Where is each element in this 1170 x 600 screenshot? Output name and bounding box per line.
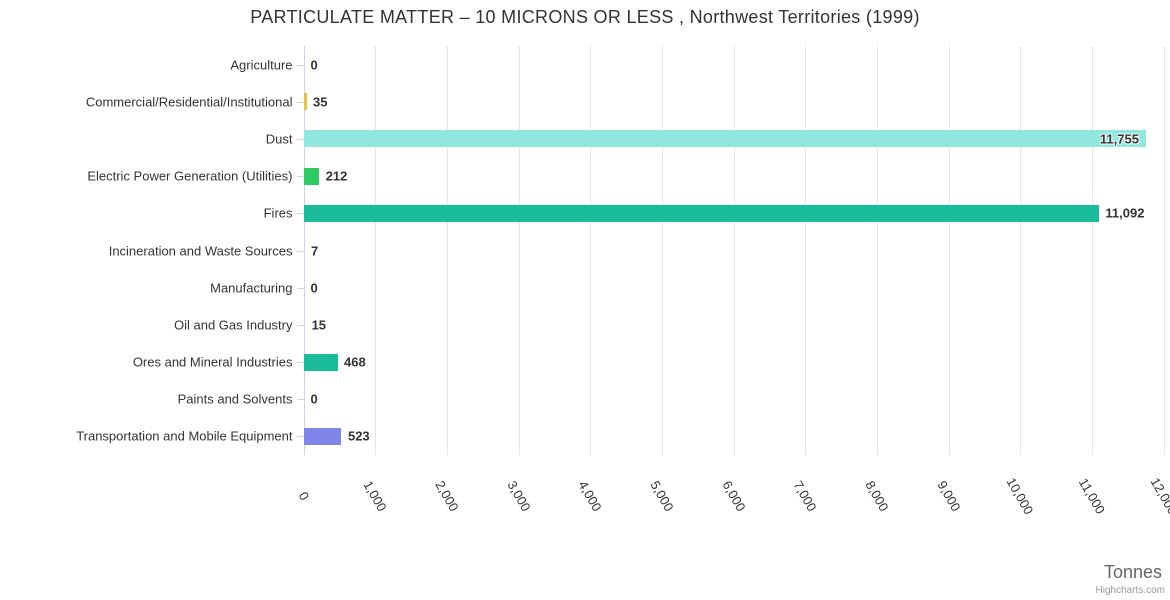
gridline xyxy=(1091,46,1093,455)
gridline xyxy=(518,46,520,455)
category-label: Manufacturing xyxy=(210,280,293,296)
gridline xyxy=(1163,46,1165,455)
category-label: Agriculture xyxy=(230,57,293,73)
category-label: Transportation and Mobile Equipment xyxy=(76,428,293,444)
category-axis-line xyxy=(303,46,305,455)
category-tick xyxy=(296,324,304,326)
category-tick xyxy=(296,399,304,401)
category-tick xyxy=(296,213,304,215)
category-tick xyxy=(296,287,304,289)
category-tick xyxy=(296,176,304,178)
bar[interactable] xyxy=(304,353,338,371)
x-axis-tick-label: 2,000 xyxy=(432,478,462,514)
highcharts-credits[interactable]: Highcharts.com xyxy=(1095,585,1165,596)
x-axis-tick-label: 9,000 xyxy=(933,478,964,514)
x-axis-tick-label: 12,000 xyxy=(1147,475,1170,517)
x-axis-tick-label: 4,000 xyxy=(575,478,605,514)
bar-value-label: 15 xyxy=(311,317,327,333)
x-axis-tick-label: 7,000 xyxy=(790,478,820,514)
bar-value-label: 11,092 xyxy=(1105,205,1145,221)
bar-value-label: 468 xyxy=(344,354,366,370)
bar-value-label: 11,755 xyxy=(1099,131,1139,147)
gridline xyxy=(661,46,663,455)
gridline xyxy=(876,46,878,455)
bar-value-label: 0 xyxy=(310,57,318,73)
category-tick xyxy=(296,436,304,438)
x-axis-tick-label: 6,000 xyxy=(718,478,749,514)
gridline xyxy=(733,46,735,455)
category-tick xyxy=(296,138,304,140)
chart-title: PARTICULATE MATTER – 10 MICRONS OR LESS … xyxy=(250,7,920,27)
bar-value-label: 0 xyxy=(310,280,318,296)
bar[interactable] xyxy=(304,130,1147,148)
category-label: Commercial/Residential/Institutional xyxy=(85,94,293,110)
category-tick xyxy=(296,362,304,364)
gridline xyxy=(446,46,448,455)
category-label: Oil and Gas Industry xyxy=(174,317,293,333)
category-label: Incineration and Waste Sources xyxy=(108,243,293,258)
bar[interactable] xyxy=(304,204,1099,222)
category-tick xyxy=(296,101,304,103)
bar-value-label: 523 xyxy=(347,428,370,444)
category-label: Dust xyxy=(265,131,293,147)
gridline xyxy=(375,46,377,455)
bar[interactable] xyxy=(304,93,307,111)
bar-value-label: 212 xyxy=(325,168,348,184)
gridline xyxy=(948,46,950,455)
category-label: Electric Power Generation (Utilities) xyxy=(87,168,293,184)
x-axis-tick-label: 11,000 xyxy=(1075,475,1109,517)
x-axis-tick-label: 3,000 xyxy=(503,478,534,514)
x-axis-tick-label: 8,000 xyxy=(862,478,892,514)
bar-value-label: 0 xyxy=(310,391,318,407)
x-axis-tick-label: 5,000 xyxy=(647,478,677,514)
gridline xyxy=(590,46,592,455)
value-axis-title: Tonnes xyxy=(1103,562,1162,582)
x-axis-tick-label: 10,000 xyxy=(1003,475,1037,517)
category-label: Paints and Solvents xyxy=(177,391,293,407)
gridline xyxy=(805,46,807,455)
bar-value-label: 7 xyxy=(311,243,319,258)
x-axis-tick-label: 1,000 xyxy=(360,478,390,514)
bar[interactable] xyxy=(304,167,320,185)
category-tick xyxy=(296,64,304,66)
category-label: Fires xyxy=(263,205,293,221)
gridline xyxy=(1020,46,1022,455)
bar-value-label: 35 xyxy=(313,94,328,110)
bar[interactable] xyxy=(304,427,342,445)
x-axis-tick-label: 0 xyxy=(295,489,312,503)
category-tick xyxy=(296,250,304,252)
category-label: Ores and Mineral Industries xyxy=(132,354,293,370)
